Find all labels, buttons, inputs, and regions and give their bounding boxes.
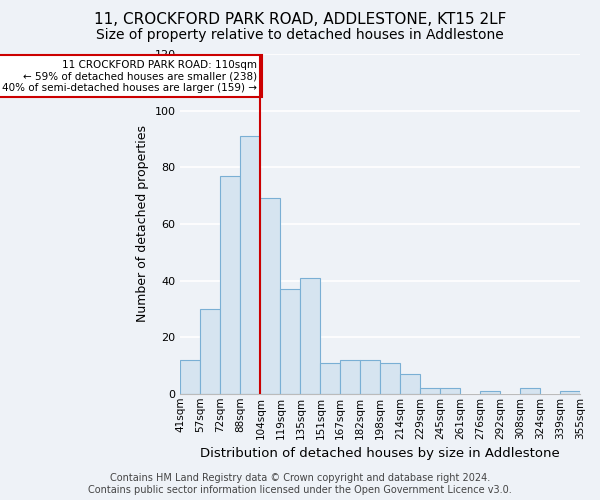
Bar: [181, 360, 200, 394]
Bar: [241, 136, 260, 394]
Bar: [360, 360, 380, 394]
Bar: [301, 278, 320, 394]
Bar: [380, 362, 400, 394]
Bar: [200, 309, 220, 394]
Bar: [400, 374, 420, 394]
Bar: [260, 198, 280, 394]
Text: Contains HM Land Registry data © Crown copyright and database right 2024.
Contai: Contains HM Land Registry data © Crown c…: [88, 474, 512, 495]
Bar: [280, 289, 301, 394]
X-axis label: Distribution of detached houses by size in Addlestone: Distribution of detached houses by size …: [200, 447, 560, 460]
Bar: [340, 360, 360, 394]
Y-axis label: Number of detached properties: Number of detached properties: [136, 126, 149, 322]
Text: Size of property relative to detached houses in Addlestone: Size of property relative to detached ho…: [96, 28, 504, 42]
Bar: [560, 391, 580, 394]
Bar: [480, 391, 500, 394]
Bar: [320, 362, 340, 394]
Bar: [520, 388, 540, 394]
Bar: [220, 176, 241, 394]
Bar: [420, 388, 440, 394]
Bar: [440, 388, 460, 394]
Text: 11, CROCKFORD PARK ROAD, ADDLESTONE, KT15 2LF: 11, CROCKFORD PARK ROAD, ADDLESTONE, KT1…: [94, 12, 506, 28]
Text: 11 CROCKFORD PARK ROAD: 110sqm
← 59% of detached houses are smaller (238)
40% of: 11 CROCKFORD PARK ROAD: 110sqm ← 59% of …: [2, 60, 257, 93]
